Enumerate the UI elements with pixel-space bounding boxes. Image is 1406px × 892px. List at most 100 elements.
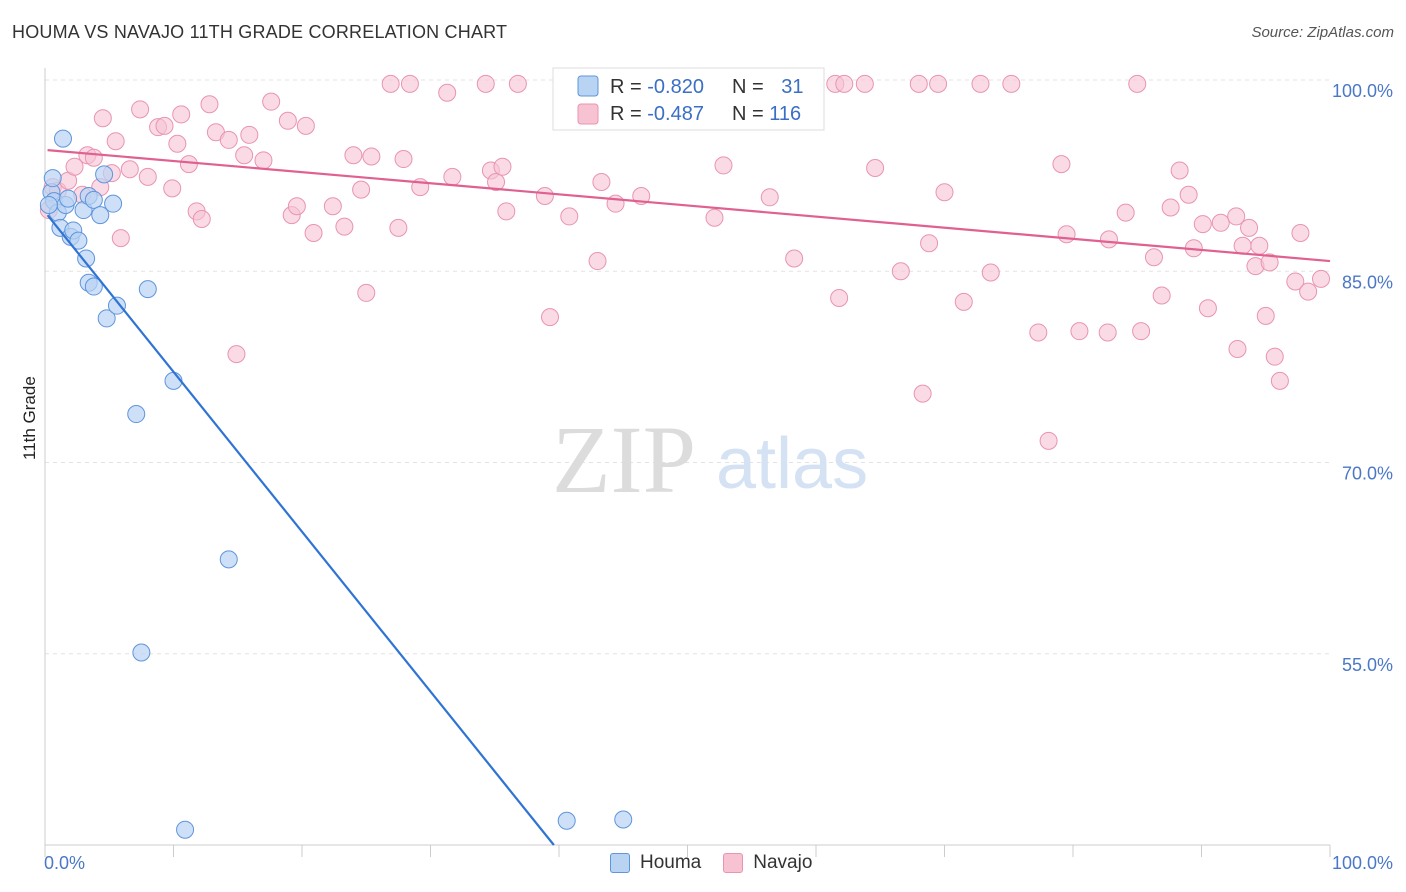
houma-point [39,195,58,214]
navajo-legend-swatch [723,853,744,873]
navajo-point [352,180,371,199]
navajo-point [262,92,281,111]
navajo-point [304,224,323,242]
stats-legend: R = -0.820 N = 31 R = -0.487 N = 116 [552,67,825,131]
navajo-point [560,207,579,226]
navajo-point [1099,230,1118,249]
navajo-point [920,234,939,253]
navajo-point [535,187,554,206]
x-tick-label: 0.0% [44,853,85,873]
navajo-point [1039,431,1058,450]
navajo-point [172,105,191,124]
navajo-point [1312,269,1331,288]
navajo-point [493,157,512,176]
houma-point [95,165,114,184]
navajo-point [287,197,306,216]
navajo-point [1070,322,1089,341]
navajo-point [497,202,516,221]
navajo-trend-line [47,149,1331,263]
navajo-point [192,209,211,228]
navajo-point [155,116,174,135]
navajo-point [323,197,342,216]
navajo-point [1179,185,1198,204]
navajo-point [760,188,779,207]
houma-r-label: R = [610,76,647,98]
series-legend: Houma Navajo [610,852,812,874]
navajo-n-label: N = [732,103,769,125]
navajo-point [235,146,254,165]
navajo-point [508,74,527,93]
navajo-point [954,292,973,311]
source-label: Source: ZipAtlas.com [1251,24,1394,41]
houma-point [69,231,88,250]
navajo-point [1170,161,1189,180]
navajo-point [1291,224,1310,242]
navajo-point [1161,198,1180,217]
navajo-point [476,74,495,93]
navajo-point [592,173,611,191]
navajo-point [362,147,381,166]
navajo-point [714,156,733,175]
navajo-point [1198,299,1217,318]
navajo-point [179,155,198,174]
houma-legend-swatch [610,853,630,873]
navajo-point [981,263,1000,282]
legend-item-navajo[interactable]: Navajo [723,852,812,874]
navajo-point [357,283,376,302]
houma-legend-label: Houma [640,852,702,873]
navajo-point [588,252,607,271]
navajo-point [1270,371,1289,390]
navajo-point [1228,340,1247,359]
navajo-point [1052,155,1071,174]
houma-r-value: -0.820 [647,76,704,98]
navajo-point [1057,225,1076,244]
navajo-point [1299,282,1318,301]
houma-trend-line [46,214,555,846]
navajo-point [1286,272,1305,291]
navajo-point [93,109,112,128]
watermark-zip: ZIP [552,406,696,513]
houma-points [39,129,633,839]
chart-title: HOUMA VS NAVAJO 11TH GRADE CORRELATION C… [12,22,508,42]
navajo-point [1240,218,1259,237]
y-tick-label: 55.0% [1342,655,1393,675]
navajo-point [1250,236,1269,255]
navajo-point [1260,253,1279,272]
navajo-point [240,125,259,144]
navajo-point [1116,203,1135,222]
navajo-point [227,345,246,364]
houma-point [77,249,96,268]
navajo-point [785,249,804,268]
navajo-point [909,74,928,93]
houma-point [132,643,151,662]
x-tick-labels: 0.0% 100.0% [44,853,1393,873]
navajo-point [381,74,400,93]
navajo-point [278,111,297,130]
watermark-atlas: atlas [716,424,868,504]
houma-point [557,811,576,830]
navajo-point [335,217,354,236]
watermark: ZIP atlas [552,406,868,513]
navajo-point [1211,213,1230,232]
houma-point [43,169,62,188]
navajo-point [1265,347,1284,366]
houma-point [53,129,72,148]
navajo-point [935,183,954,202]
navajo-point [168,134,187,153]
navajo-point [830,289,849,308]
navajo-point [929,74,948,93]
houma-point [97,309,116,328]
navajo-point [106,132,125,151]
navajo-point [344,146,363,165]
houma-point [127,405,146,424]
navajo-r-value: -0.487 [647,103,704,125]
navajo-point [84,148,103,167]
navajo-point [705,208,724,227]
navajo-point [891,262,910,281]
navajo-point [541,308,560,327]
navajo-point [219,130,238,149]
navajo-point [389,218,408,237]
navajo-point [254,151,273,170]
navajo-legend-label: Navajo [753,852,813,873]
legend-item-houma[interactable]: Houma [610,852,701,874]
